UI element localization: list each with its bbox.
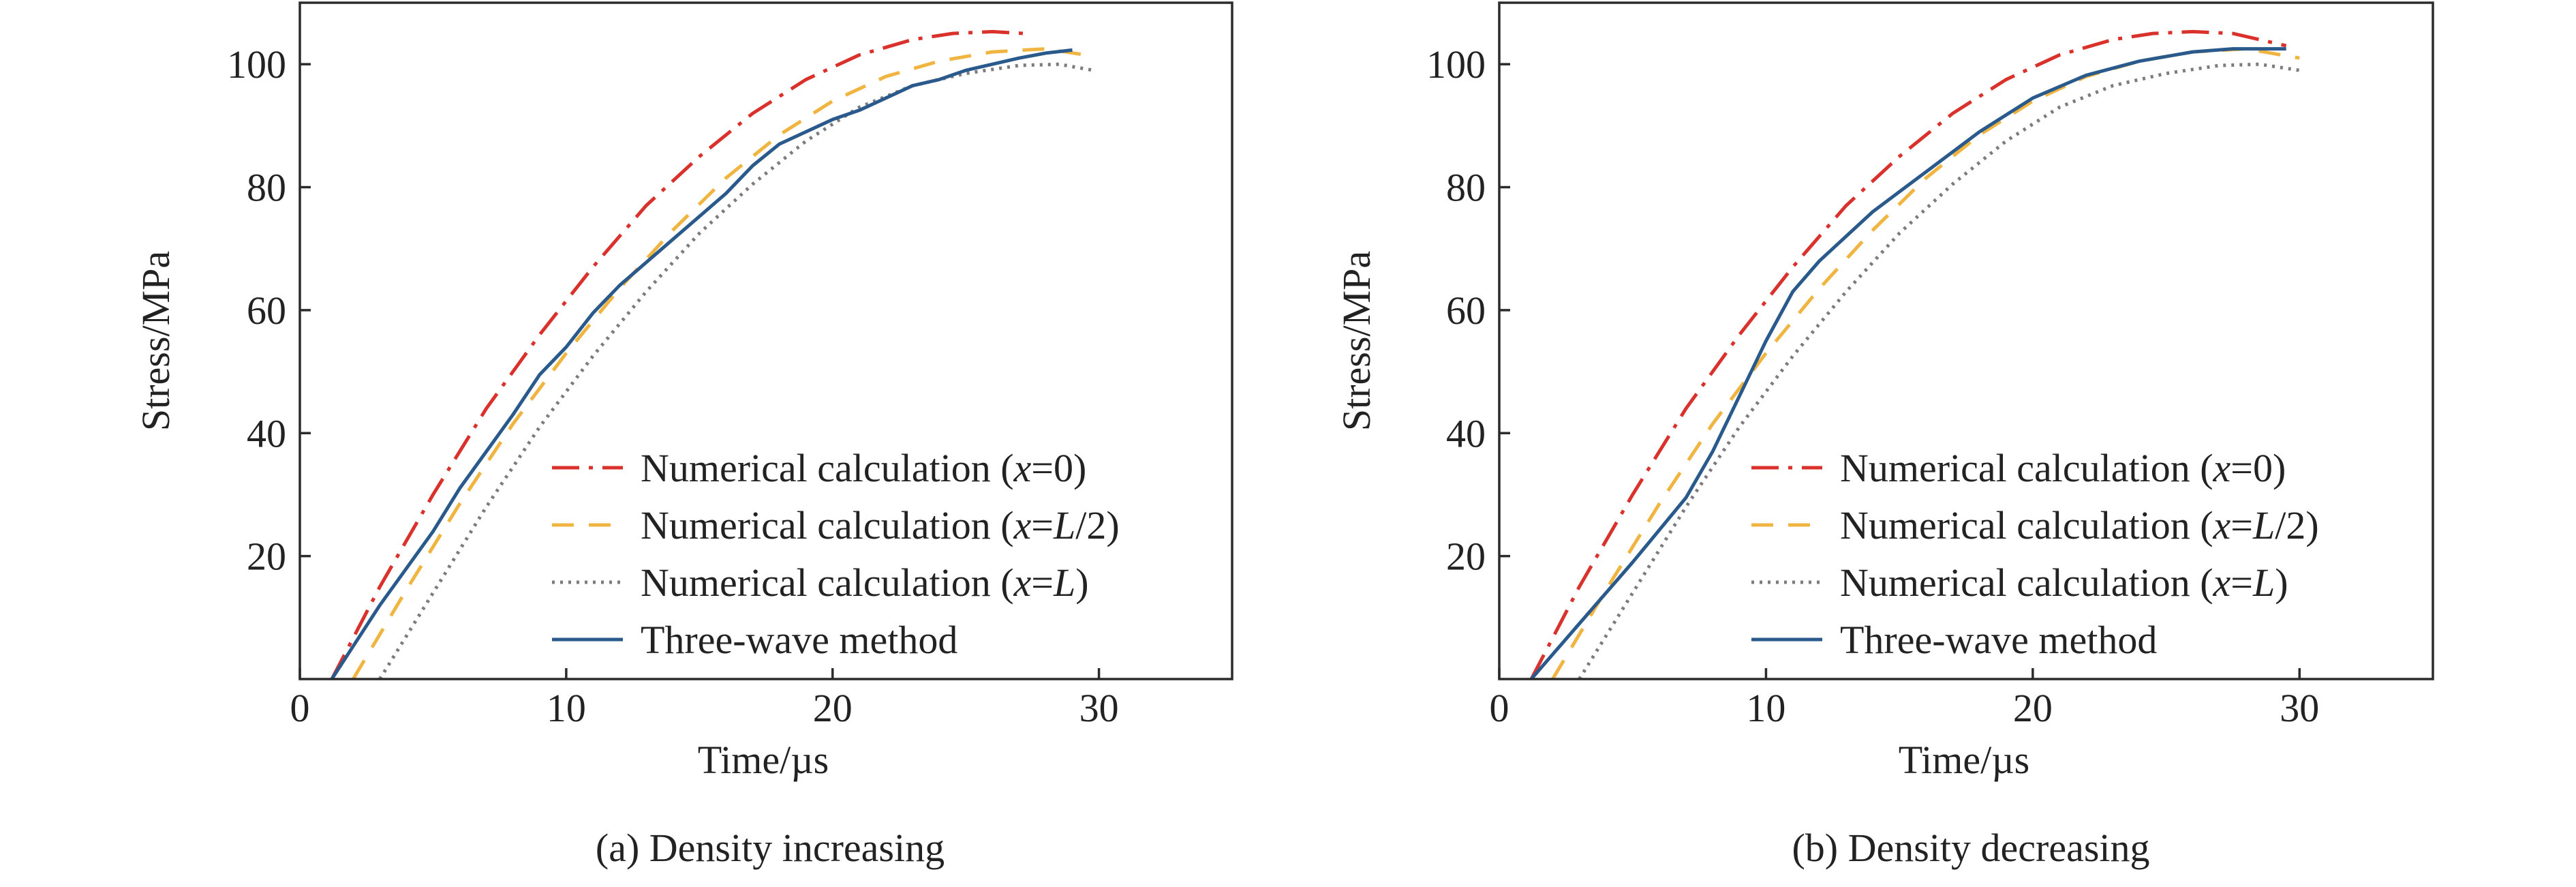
x-tick-label: 10	[547, 686, 586, 730]
x-tick-label: 20	[813, 686, 853, 730]
x-tick-label: 10	[1746, 686, 1785, 730]
series-line-dash-dot	[1529, 29, 2287, 680]
series-line-dash-dot	[330, 29, 1025, 680]
y-tick-label: 20	[247, 535, 286, 579]
legend-label: Numerical calculation (x=0)	[641, 446, 1086, 490]
plot-frame	[1498, 1, 2434, 680]
legend-text-part: Three-wave method	[641, 618, 957, 662]
legend-label: Three-wave method	[1840, 618, 2157, 662]
series-line-solid	[330, 48, 1073, 680]
panel-caption: (b) Density decreasing	[1792, 826, 2149, 870]
legend-text-part: Three-wave method	[1840, 618, 2157, 662]
legend-text-part: Numerical calculation (	[641, 446, 1014, 490]
legend-variable: L	[2252, 503, 2275, 547]
legend-text-part: =0)	[1031, 446, 1086, 490]
y-tick-label: 60	[247, 288, 286, 333]
legend-text-part: Numerical calculation (	[641, 560, 1014, 605]
y-tick-label: 40	[247, 411, 286, 455]
legend-text-part: )	[1075, 560, 1088, 605]
series-line-dashed	[352, 47, 1086, 680]
legend-text-part: Numerical calculation (	[1840, 560, 2213, 605]
x-tick-label: 0	[1490, 686, 1509, 730]
x-tick-label: 30	[2280, 686, 2319, 730]
x-axis-label: Time/µs	[1899, 738, 2029, 782]
legend-variable: L	[1053, 503, 1075, 547]
legend-variable: x	[1013, 560, 1032, 605]
series-line-solid	[1530, 47, 2286, 680]
legend-text-part: =	[1031, 560, 1054, 605]
x-tick-label: 0	[290, 686, 310, 730]
legend-text-part: /2)	[1075, 503, 1119, 547]
y-tick-label: 80	[247, 166, 286, 210]
x-tick-label: 20	[2013, 686, 2053, 730]
panel-a: 0 10 20 30 20 40 60 80 100 Time/µs Stress/MPa Numer…	[134, 1, 1233, 870]
legend-text-part: =	[2230, 503, 2253, 547]
series-line-dotted	[1578, 62, 2300, 680]
series-line-dashed	[1551, 47, 2300, 680]
legend-variable: x	[2213, 560, 2231, 605]
series-line-dotted	[378, 62, 1094, 680]
x-axis-label: Time/µs	[698, 738, 829, 782]
legend-variable: x	[1013, 446, 1032, 490]
legend-label: Numerical calculation (x=L/2)	[1840, 503, 2319, 547]
legend-label: Three-wave method	[641, 618, 957, 662]
panel-b: 0 10 20 30 20 40 60 80 100 Time/µs Stress/MPa Numer…	[1334, 1, 2434, 870]
legend-text-part: =0)	[2230, 446, 2286, 490]
legend-text-part: Numerical calculation (	[641, 503, 1014, 547]
y-tick-label: 80	[1446, 166, 1486, 210]
legend-text-part: /2)	[2275, 503, 2318, 547]
legend-variable: L	[1053, 560, 1075, 605]
x-tick-label: 30	[1079, 686, 1119, 730]
legend-label: Numerical calculation (x=0)	[1840, 446, 2286, 490]
legend-label: Numerical calculation (x=L/2)	[641, 503, 1120, 547]
y-tick-label: 100	[1426, 42, 1486, 87]
legend-text-part: )	[2275, 560, 2288, 605]
y-tick-label: 60	[1446, 288, 1486, 333]
y-tick-label: 100	[227, 42, 286, 87]
legend-variable: x	[2213, 503, 2231, 547]
legend-text-part: =	[1031, 503, 1054, 547]
legend-label: Numerical calculation (x=L)	[1840, 560, 2288, 605]
legend-variable: x	[2213, 446, 2231, 490]
legend-variable: L	[2252, 560, 2275, 605]
y-axis-label: Stress/MPa	[134, 251, 178, 431]
legend-label: Numerical calculation (x=L)	[641, 560, 1089, 605]
y-axis-label: Stress/MPa	[1334, 251, 1379, 431]
panel-caption: (a) Density increasing	[596, 826, 945, 870]
plot-frame	[298, 1, 1233, 680]
legend-text-part: =	[2230, 560, 2253, 605]
legend-text-part: Numerical calculation (	[1840, 503, 2213, 547]
y-tick-label: 40	[1446, 411, 1486, 455]
y-tick-label: 20	[1446, 535, 1486, 579]
legend-text-part: Numerical calculation (	[1840, 446, 2213, 490]
legend-variable: x	[1013, 503, 1032, 547]
